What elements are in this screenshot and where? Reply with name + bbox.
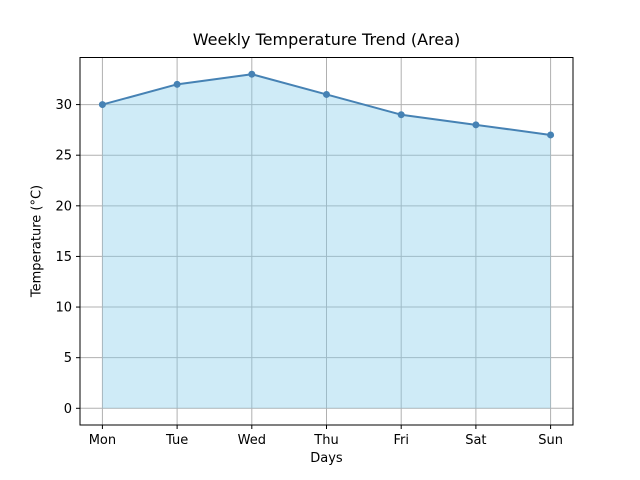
y-tick-label: 25 [55,149,72,164]
data-point-sun [547,131,555,139]
y-tick-label: 10 [55,301,72,316]
y-tick-label: 15 [55,250,72,265]
x-axis-label: Days [310,451,343,466]
y-tick-label: 20 [55,199,72,214]
data-point-fri [397,111,405,119]
x-tick-label: Thu [313,433,338,448]
x-tick-label: Wed [238,433,266,448]
data-point-mon [98,101,106,109]
x-tick-label: Tue [165,433,188,448]
x-tick-label: Mon [89,433,116,448]
data-point-wed [248,70,256,78]
data-point-sat [472,121,480,129]
x-tick-label: Sun [538,433,563,448]
data-point-tue [173,80,181,88]
x-tick-label: Fri [393,433,409,448]
area-fill [102,74,551,409]
y-tick-label: 5 [64,351,72,366]
y-tick-label: 30 [55,98,72,113]
y-tick-label: 0 [64,402,72,417]
y-axis-label: Temperature (°C) [29,184,45,298]
chart-title: Weekly Temperature Trend (Area) [192,30,461,49]
data-point-thu [323,90,330,98]
x-tick-label: Sat [465,433,486,448]
